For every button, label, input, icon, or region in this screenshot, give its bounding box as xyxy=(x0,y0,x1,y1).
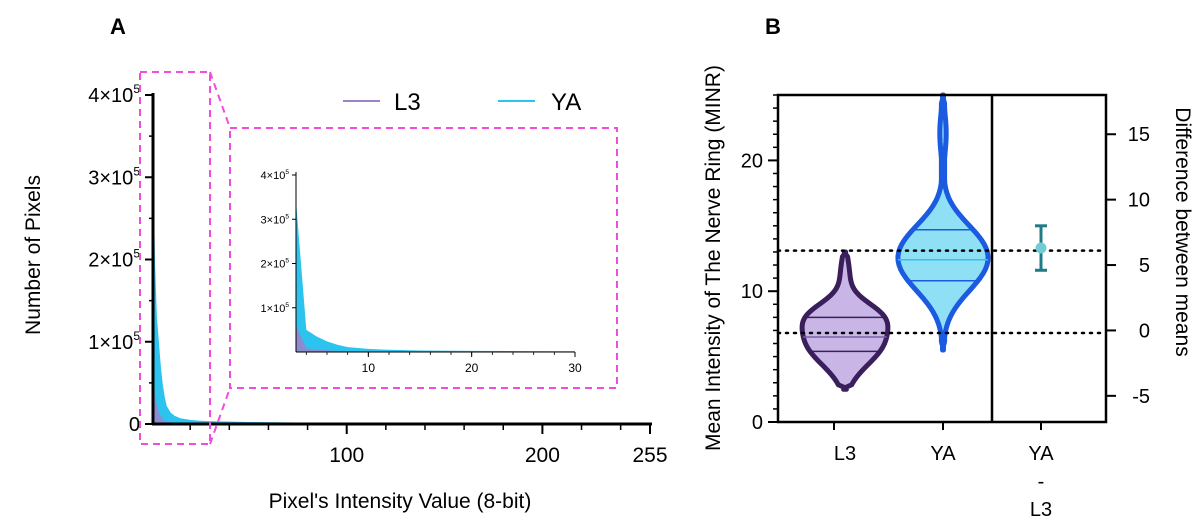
panel-b-y-tick-label: 10 xyxy=(741,281,763,303)
panel-a-area-series xyxy=(153,144,650,424)
zoom-connector-bottom xyxy=(209,387,231,445)
inset-x-ticks: 10 20 30 xyxy=(305,352,582,375)
panel-a-xlabel: Pixel's Intensity Value (8-bit) xyxy=(269,490,532,513)
panel-b-reference-lines xyxy=(776,249,1108,335)
inset-y-tick-label: 2×105 xyxy=(261,258,290,271)
panel-b-y-tick-label: 20 xyxy=(741,150,763,172)
x-label-diff-line2: - xyxy=(1038,471,1045,493)
inset-y-tick-label: 3×105 xyxy=(261,213,290,226)
panel-b-violins xyxy=(799,92,991,392)
inset-x-tick-label: 30 xyxy=(568,361,582,375)
inset-area-ya xyxy=(296,201,575,352)
panel-a-y-tick-label: 4×105 xyxy=(88,82,140,107)
panel-a-y-tick-label: 0 xyxy=(129,414,140,436)
difference-estimate xyxy=(1035,224,1047,272)
panel-a-y-ticks: 0 1×105 2×105 3×105 4×105 xyxy=(88,82,153,436)
zoom-connector-top xyxy=(209,71,231,129)
panel-a-x-tick-label: 255 xyxy=(632,444,667,467)
area-series-l3 xyxy=(153,374,650,424)
panel-b-y2-tick-label: 15 xyxy=(1128,124,1150,146)
panel-a-y-tick-label: 1×105 xyxy=(88,329,140,354)
legend-label-ya: YA xyxy=(551,89,581,116)
inset-chart: 1×105 2×105 3×105 4×105 10 20 30 xyxy=(261,169,582,375)
panel-b-y2-ticks: 15 10 5 0 -5 xyxy=(1106,124,1150,408)
panel-b-y2-tick-label: -5 xyxy=(1132,386,1150,408)
panel-b-y2-tick-label: 5 xyxy=(1139,255,1150,277)
inset-x-tick-label: 10 xyxy=(362,361,376,375)
inset-x-tick-label: 20 xyxy=(465,361,479,375)
inset-y-tick-label: 1×105 xyxy=(261,302,290,315)
inset-area-series xyxy=(296,201,575,352)
panel-a-ylabel: Number of Pixels xyxy=(22,175,45,335)
inset-y-ticks: 1×105 2×105 3×105 4×105 xyxy=(261,169,296,315)
x-label-diff-line3: L3 xyxy=(1030,499,1052,521)
panel-b-letter: B xyxy=(765,14,781,39)
panel-b-y-tick-label: 0 xyxy=(752,412,763,434)
panel-a-x-tick-label: 100 xyxy=(329,444,364,467)
panel-a-y-tick-label: 2×105 xyxy=(88,247,140,272)
difference-mean-point xyxy=(1035,242,1047,254)
violin-l3 xyxy=(799,249,891,392)
panel-b-y2-tick-label: 0 xyxy=(1139,320,1150,342)
x-label-ya: YA xyxy=(930,443,956,465)
panel-a-x-ticks: 100 200 255 xyxy=(189,424,668,467)
violin-ya xyxy=(895,92,991,353)
legend-label-l3: L3 xyxy=(394,89,421,116)
panel-a-y-tick-label: 3×105 xyxy=(88,164,140,189)
panel-b-ylabel: Mean Intensity of The Nerve Ring (MINR) xyxy=(702,65,725,451)
area-series-ya xyxy=(153,144,650,424)
panel-b-y2-tick-label: 10 xyxy=(1128,190,1150,212)
zoom-region-box xyxy=(139,71,211,445)
x-label-l3: L3 xyxy=(834,443,856,465)
inset-y-tick-label: 4×105 xyxy=(261,169,290,182)
x-label-diff-line1: YA xyxy=(1028,443,1054,465)
inset-box xyxy=(229,127,618,389)
panel-a-legend: L3 YA xyxy=(343,89,581,116)
panel-b-y-ticks: 0 10 20 xyxy=(741,94,778,434)
panel-b-y2label: Difference between means xyxy=(1171,107,1193,356)
panel-a-letter: A xyxy=(110,14,126,39)
panel-a-x-tick-label: 200 xyxy=(525,444,560,467)
